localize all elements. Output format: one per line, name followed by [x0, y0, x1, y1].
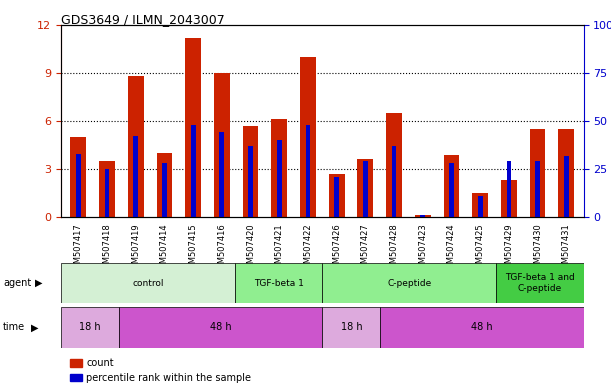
Bar — [185, 38, 201, 217]
Bar — [420, 215, 425, 217]
Bar — [357, 159, 373, 217]
Bar — [535, 161, 540, 217]
Text: 48 h: 48 h — [210, 322, 232, 333]
Text: 48 h: 48 h — [471, 322, 492, 333]
Bar — [191, 125, 196, 217]
Bar — [248, 146, 253, 217]
Bar — [300, 57, 316, 217]
Bar — [507, 161, 511, 217]
Legend: count, percentile rank within the sample: count, percentile rank within the sample — [66, 354, 255, 384]
Bar — [323, 263, 496, 303]
Bar — [61, 263, 235, 303]
Bar — [133, 136, 138, 217]
Bar — [334, 177, 339, 217]
Bar — [392, 146, 397, 217]
Bar — [243, 126, 258, 217]
Bar — [496, 263, 584, 303]
Text: 18 h: 18 h — [79, 322, 101, 333]
Text: time: time — [3, 322, 25, 333]
Bar — [271, 119, 287, 217]
Bar — [449, 163, 454, 217]
Text: agent: agent — [3, 278, 31, 288]
Bar — [363, 161, 368, 217]
Bar — [214, 73, 230, 217]
Bar — [530, 129, 546, 217]
Bar — [162, 163, 167, 217]
Bar — [99, 161, 115, 217]
Text: TGF-beta 1 and
C-peptide: TGF-beta 1 and C-peptide — [505, 273, 575, 293]
Bar — [128, 76, 144, 217]
Bar — [104, 169, 109, 217]
Text: TGF-beta 1: TGF-beta 1 — [254, 279, 304, 288]
Text: GDS3649 / ILMN_2043007: GDS3649 / ILMN_2043007 — [61, 13, 225, 26]
Bar — [501, 180, 517, 217]
Bar — [76, 154, 81, 217]
Text: C-peptide: C-peptide — [387, 279, 431, 288]
Bar — [380, 307, 584, 348]
Text: control: control — [133, 279, 164, 288]
Bar — [219, 132, 224, 217]
Bar — [235, 263, 323, 303]
Bar — [478, 196, 483, 217]
Bar — [415, 215, 431, 217]
Bar — [329, 174, 345, 217]
Bar — [61, 307, 119, 348]
Bar — [564, 156, 569, 217]
Bar — [156, 153, 172, 217]
Bar — [472, 193, 488, 217]
Bar — [444, 155, 459, 217]
Bar — [119, 307, 323, 348]
Bar — [306, 125, 310, 217]
Bar — [70, 137, 86, 217]
Bar — [386, 113, 402, 217]
Bar — [558, 129, 574, 217]
Bar — [323, 307, 380, 348]
Text: ▶: ▶ — [31, 322, 38, 333]
Bar — [277, 140, 282, 217]
Text: 18 h: 18 h — [340, 322, 362, 333]
Text: ▶: ▶ — [35, 278, 43, 288]
